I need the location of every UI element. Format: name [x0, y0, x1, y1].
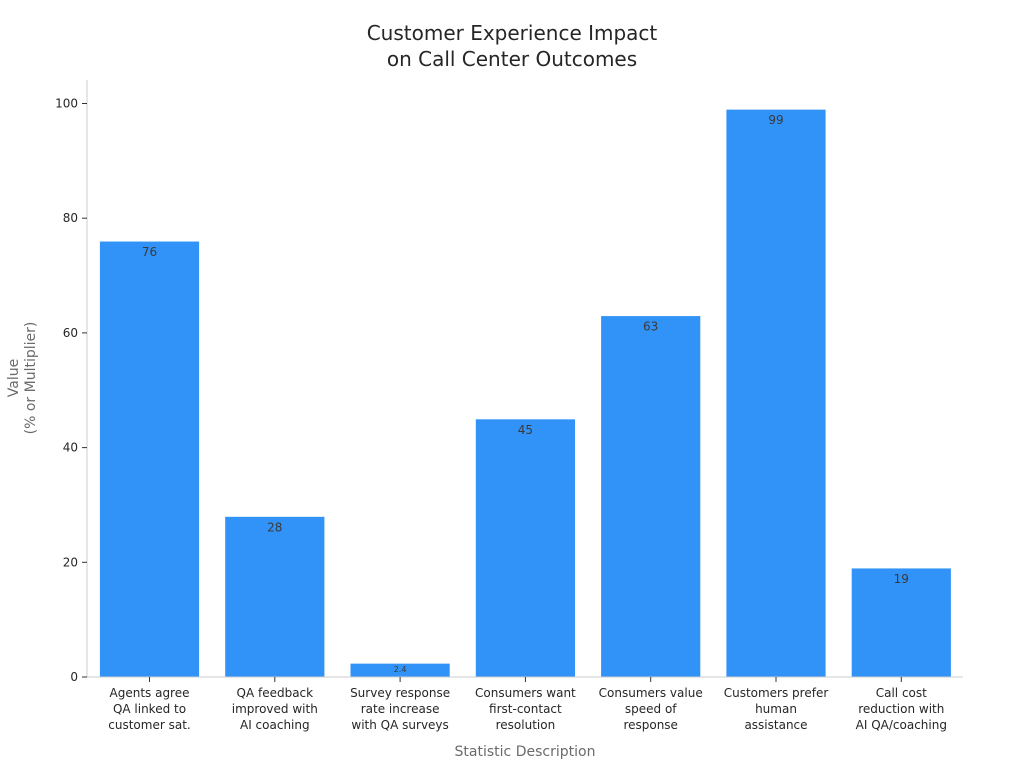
x-tick-label: Consumers value speed of response — [599, 686, 703, 732]
bar-value-label: 45 — [518, 423, 533, 437]
chart-title-line-1: Customer Experience Impact — [367, 21, 658, 45]
y-tick-label: 60 — [63, 326, 78, 340]
x-tick-label: Call cost reduction with AI QA/coaching — [856, 686, 947, 732]
x-tick-label: Consumers want first-contact resolution — [475, 686, 576, 732]
x-tick-label: Survey response rate increase with QA surv… — [350, 686, 450, 732]
bar-value-label: 2.4 — [394, 665, 407, 674]
y-tick-label: 80 — [63, 211, 78, 225]
y-tick-label: 20 — [63, 555, 78, 569]
bar — [725, 108, 827, 678]
bar — [224, 516, 326, 678]
bar — [474, 418, 576, 678]
chart-title: Customer Experience Impact on Call Cente… — [367, 21, 658, 71]
bar-value-label: 28 — [267, 520, 282, 534]
y-axis-title: Value (% or Multiplier) — [6, 322, 39, 435]
y-axis-title-line-2: (% or Multiplier) — [23, 322, 39, 435]
bars-layer: 76 28 2.4 45 63 99 19 — [99, 108, 952, 678]
y-tick-label: 0 — [70, 670, 78, 684]
bar-value-label: 99 — [768, 113, 783, 127]
chart-title-line-2: on Call Center Outcomes — [387, 47, 637, 71]
bar-value-label: 19 — [894, 572, 909, 586]
bar-value-label: 76 — [142, 245, 157, 259]
bar-value-label: 63 — [643, 320, 658, 334]
axes-layer: 0 20 40 60 80 100 Agents agree QA linked to cust… — [55, 80, 963, 732]
x-tick-label: Agents agree QA linked to customer sat. — [108, 686, 190, 732]
y-axis-title-line-1: Value — [6, 359, 22, 397]
y-tick-label: 100 — [55, 97, 78, 111]
y-tick-label: 40 — [63, 441, 78, 455]
x-tick-label: QA feedback improved with AI coaching — [232, 686, 318, 732]
bar — [600, 315, 702, 678]
x-tick-label: Customers prefer human assistance — [724, 686, 829, 732]
x-axis-title: Statistic Description — [455, 744, 596, 760]
bar — [99, 240, 200, 678]
bar — [850, 567, 952, 678]
